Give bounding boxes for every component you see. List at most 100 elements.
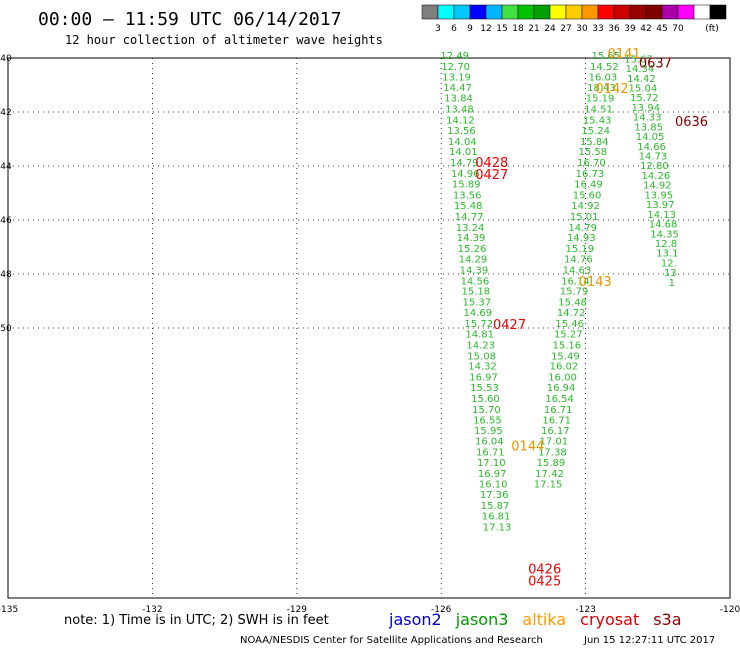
wave-height-value: 15.08 [467,351,496,362]
footer-note: note: 1) Time is in UTC; 2) SWH is in fe… [64,613,329,628]
wave-height-value: 15.37 [462,297,491,308]
wave-height-value: 14.52 [590,62,619,73]
wave-height-value: 15.18 [462,287,491,298]
pass-time-label: 0637 [639,57,672,72]
legend-jason2: jason2 [388,610,442,629]
color-swatch [629,4,647,20]
wave-height-value: 15.87 [481,501,510,512]
chart-title: 00:00 – 11:59 UTC 06/14/2017 [38,9,341,30]
wave-height-value: 13 [664,268,677,279]
wave-height-value: 14.39 [460,265,489,276]
wave-height-value: 14.72 [557,308,586,319]
wave-height-value: 16.14 [561,276,590,287]
color-swatch [677,4,695,20]
color-swatch [613,4,631,20]
wave-height-value: 14.04 [448,137,477,148]
wave-height-value: 13.94 [631,103,660,114]
track-track_0428_0427: 12.4912.7013.1914.4713.8413.4814.1213.56… [440,51,511,533]
satellite-legend: jason2 jason3 altika cryosat s3a [388,610,682,629]
wave-height-value: 15.27 [554,330,583,341]
color-swatch [437,4,455,20]
wave-height-value: 14.35 [650,229,679,240]
wave-height-value: 15.04 [629,83,658,94]
color-scale-label: 3 [435,24,441,34]
wave-height-value: 16.94 [547,383,576,394]
wave-height-value: 15.01 [570,212,599,223]
legend-altika: altika [522,610,566,629]
wave-height-value: 14.01 [449,147,478,158]
color-swatch [517,4,535,20]
pass-time-label: 0636 [675,115,708,130]
wave-height-value: 13.84 [444,94,473,105]
wave-height-value: 16.70 [577,158,606,169]
wave-height-value: 16.97 [478,469,507,480]
time-labels: 0141063701420636042804270143042701440426… [475,47,708,590]
wave-height-value: 15.26 [458,244,487,255]
wave-height-value: 14.56 [461,276,490,287]
pass-time-label: 0427 [475,168,508,183]
x-tick-label: -120 [720,605,740,615]
wave-height-value: 15.58 [578,147,607,158]
x-tick-label: -123 [575,605,595,615]
wave-height-value: 15.84 [580,137,609,148]
wave-height-value: 15.89 [452,180,481,191]
color-scale-label: 24 [544,24,556,34]
color-swatch [421,4,439,20]
plot-area: -135 -132 -129 -126 -123 -120 40 42 44 46 48 50 12.… [0,47,740,615]
wave-height-value: 15.48 [558,297,587,308]
color-scale-label: 27 [560,24,571,34]
wave-height-value: 16.81 [482,512,511,523]
wave-height-value: 15.43 [583,115,612,126]
wave-height-value: 15.65 [591,51,620,62]
wave-height-value: 15.19 [586,94,615,105]
chart-subtitle: 12 hour collection of altimeter wave hei… [65,33,383,47]
wave-height-value: 15.95 [474,426,503,437]
wave-height-value: 15.60 [573,190,602,201]
wave-height-value: 14.63 [563,265,592,276]
y-tick-label: 40 [0,54,12,64]
timestamp-text: Jun 15 12:27:11 UTC 2017 [583,635,715,646]
track-track_0143_0426: 15.6514.5216.0318.4315.1914.5115.4315.24… [534,51,620,490]
wave-height-value: 14.32 [468,362,497,373]
wave-height-value: 16.71 [542,416,571,427]
wave-height-value: 12. [661,258,677,269]
color-swatch [661,4,679,20]
wave-height-value: 14.33 [633,113,662,124]
wave-height-value: 16.00 [548,372,577,383]
wave-height-value: 14.79 [450,158,479,169]
grid-lines [8,58,730,598]
wave-height-value: 17.42 [535,469,564,480]
color-scale-label: 33 [592,24,603,34]
wave-height-value: 14.79 [568,223,597,234]
color-scale-label: 21 [528,24,539,34]
color-scale-label: 39 [624,24,636,34]
wave-height-value: 14.29 [459,255,488,266]
wave-height-value: 14.92 [643,181,672,192]
wave-height-value: 17.01 [540,437,569,448]
wave-height-value: 15.70 [472,405,501,416]
wave-height-value: 17.36 [480,490,509,501]
wave-height-value: 12.70 [441,62,470,73]
wave-height-value: 14.05 [636,132,665,143]
x-tick-label: -126 [431,605,452,615]
wave-height-value: 13.97 [646,200,675,211]
wave-height-value: 15.89 [537,458,566,469]
wave-height-value: 14.73 [639,152,668,163]
wave-height-value: 17.38 [538,447,567,458]
wave-height-value: 16.02 [550,362,579,373]
pass-time-label: 0142 [596,82,629,97]
wave-height-value: 14.69 [463,308,492,319]
color-swatch [693,4,711,20]
wave-height-value: 16.04 [475,437,504,448]
wave-height-value: 13.56 [447,126,476,137]
color-scale-label: 12 [480,24,491,34]
wave-height-observations: 12.4912.7013.1914.4713.8413.4814.1213.56… [440,51,679,533]
wave-height-value: 14.77 [455,212,484,223]
wave-height-value: 14.47 [443,83,472,94]
wave-height-value: 14.26 [642,171,671,182]
wave-height-value: 14.34 [626,64,655,75]
wave-height-value: 15.46 [555,319,584,330]
y-tick-label: 42 [0,108,11,118]
wave-height-value: 15.72 [630,93,659,104]
color-scale-bar: 3 6 9 12 15 18 21 24 27 30 33 36 39 42 45 70 (ft) [421,4,727,34]
